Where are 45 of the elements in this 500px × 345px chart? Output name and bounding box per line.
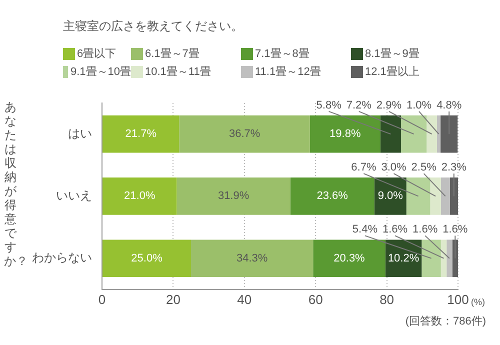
- data-label: 20.3%: [334, 252, 366, 264]
- data-label: 2.9%: [376, 99, 402, 112]
- legend-label: 11.1畳～12畳: [255, 65, 321, 79]
- data-label: 34.3%: [236, 252, 268, 264]
- data-label: 21.7%: [125, 128, 157, 140]
- data-label: 5.4%: [352, 224, 378, 236]
- data-label: 19.8%: [330, 128, 361, 140]
- data-label: 1.0%: [406, 99, 432, 112]
- data-label: 31.9%: [218, 190, 250, 202]
- data-label: 2.3%: [441, 162, 467, 174]
- x-tick-label: 80: [380, 292, 394, 307]
- data-label: 36.7%: [228, 128, 260, 140]
- x-axis-title: (%): [471, 296, 485, 307]
- legend-label: 10.1畳～11畳: [145, 65, 211, 79]
- text: (回答数：786件): [405, 315, 486, 328]
- data-label: 10.2%: [388, 252, 420, 264]
- chart-title: 主寝室の広さを教えてください。: [63, 18, 243, 35]
- data-label: 1.6%: [412, 224, 438, 236]
- data-label: 25.0%: [131, 252, 163, 264]
- data-label: 1.6%: [442, 224, 468, 236]
- data-label: 5.8%: [316, 99, 342, 112]
- data-label: 9.0%: [378, 190, 404, 202]
- x-tick-label: 20: [166, 292, 180, 307]
- data-label: 3.0%: [381, 162, 407, 174]
- y-tick-label: わからない: [32, 250, 92, 265]
- y-tick-label: はい: [68, 126, 92, 140]
- data-label: 21.0%: [124, 190, 156, 202]
- y-tick-label: いいえ: [56, 188, 92, 203]
- data-label: 7.2%: [346, 99, 372, 112]
- data-label: 6.7%: [351, 162, 376, 174]
- legend-label: 6畳以下: [77, 47, 116, 61]
- data-label: 4.8%: [436, 99, 462, 112]
- x-tick-label: 0: [98, 292, 106, 307]
- legend-label: 7.1畳～8畳: [255, 47, 310, 61]
- legend-label: 8.1畳～9畳: [365, 47, 420, 61]
- legend-label: 9.1畳～10畳: [70, 65, 131, 79]
- data-label: 23.6%: [316, 190, 348, 202]
- text: あなたは収納が得意ですか？: [4, 100, 28, 268]
- data-label: 2.5%: [411, 162, 437, 174]
- data-label: 1.6%: [382, 224, 408, 236]
- legend-label: 6.1畳～7畳: [145, 47, 200, 61]
- legend-label: 12.1畳以上: [365, 65, 420, 79]
- x-tick-label: 60: [308, 292, 323, 307]
- x-tick-label: 40: [237, 292, 252, 307]
- x-tick-label: 100: [447, 292, 469, 307]
